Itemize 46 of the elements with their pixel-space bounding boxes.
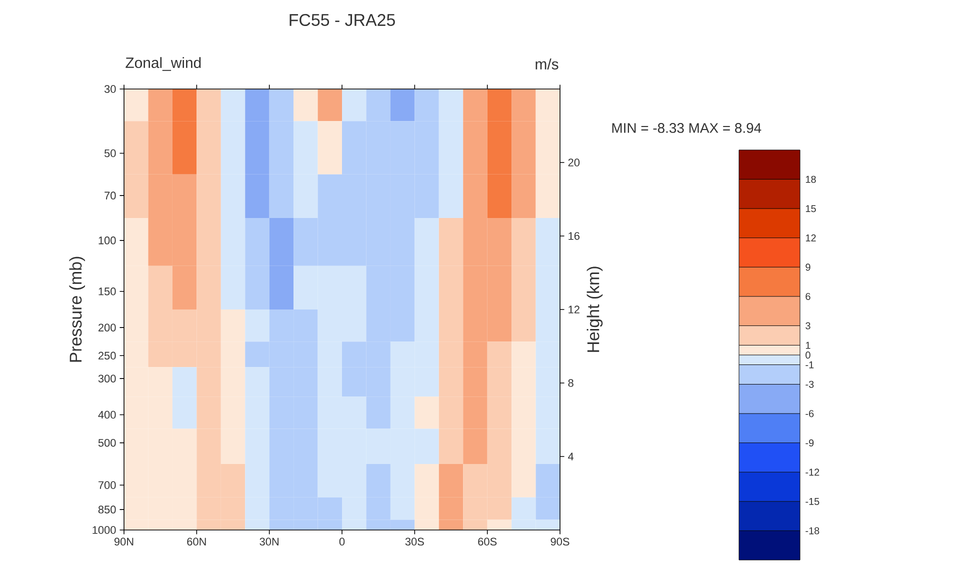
text: m/s [536, 58, 558, 70]
color-bar-label: 3 [806, 322, 810, 330]
color-bar-label: 18 [806, 176, 816, 183]
y-tick-label: 50 [104, 149, 116, 158]
y-tick-label: 300 [98, 374, 116, 382]
y-tick-label: 850 [98, 506, 116, 514]
y-tick-label: 500 [98, 438, 116, 447]
y2-tick-label: 20 [568, 158, 580, 166]
y-tick-label: 70 [104, 192, 116, 200]
color-bar-label: -6 [806, 410, 814, 418]
color-bar-label: 6 [806, 292, 810, 300]
color-bar-label: -1 [806, 361, 814, 368]
text: MIN = -8.33 MAX = 8.94 [612, 123, 762, 133]
x-tick-label: 90N [114, 538, 134, 546]
y-tick-label: 700 [98, 481, 116, 490]
color-bar-label: 12 [806, 234, 816, 242]
y-tick-label: 30 [104, 85, 116, 93]
color-bar-label: 9 [806, 264, 810, 271]
y-tick-label: 1000 [92, 526, 116, 534]
color-bar-label: -9 [806, 439, 814, 446]
color-bar-label: 0 [806, 352, 810, 359]
x-tick-label: 0 [339, 538, 345, 546]
x-tick-label: 60S [478, 538, 497, 546]
text: Zonal_wind [126, 57, 201, 71]
y2-tick-label: 4 [568, 452, 574, 460]
y2-tick-label: 8 [568, 379, 574, 387]
x-tick-label: 30N [260, 538, 278, 546]
y-tick-label: 200 [98, 324, 116, 332]
y2-axis-title: Height (km) [586, 266, 603, 352]
color-bar-label: -3 [806, 380, 814, 388]
y2-tick-label: 12 [568, 306, 580, 314]
color-bar-label: 1 [806, 342, 810, 349]
color-bar-label: 15 [806, 205, 816, 212]
y-tick-label: 250 [98, 352, 116, 360]
y-axis-title: Pressure (mb) [69, 256, 86, 362]
y-tick-label: 150 [98, 288, 116, 296]
y-tick-label: 100 [98, 236, 116, 244]
x-tick-label: 30S [405, 538, 424, 546]
y2-tick-label: 16 [568, 232, 580, 240]
y-tick-label: 400 [98, 410, 116, 419]
color-bar-label: -18 [806, 527, 820, 534]
x-tick-label: 60N [187, 538, 206, 546]
chart-title: FC55 - JRA25 [290, 14, 395, 26]
color-bar-label: -15 [806, 498, 820, 506]
x-tick-label: 90S [550, 538, 570, 546]
color-bar-label: -12 [806, 468, 820, 476]
